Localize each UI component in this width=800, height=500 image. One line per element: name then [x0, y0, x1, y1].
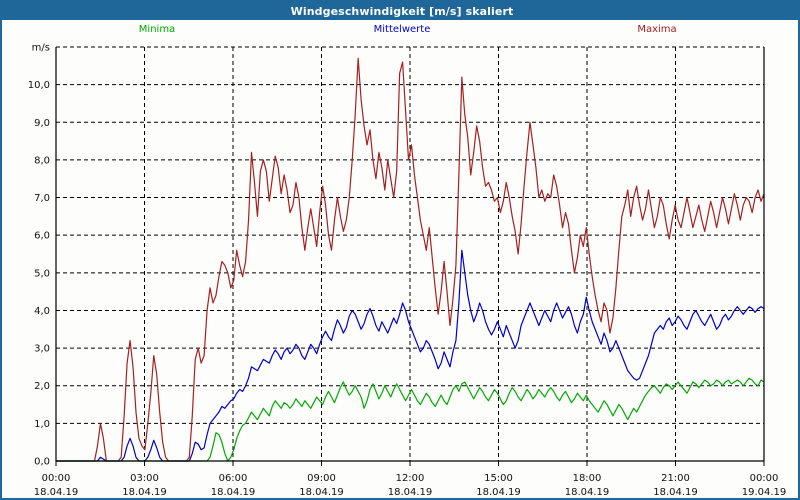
x-tick-time-label: 12:00: [396, 473, 425, 484]
legend-item-mittelwerte: Mittelwerte: [373, 24, 431, 35]
x-tick-date-label: 18.04.19: [299, 487, 344, 498]
window-titlebar: Windgeschwindigkeit [m/s] skaliert: [2, 2, 798, 20]
axis-frame: [55, 47, 765, 466]
x-tick-time-label: 03:00: [130, 473, 159, 484]
x-tick-time-label: 18:00: [573, 473, 602, 484]
y-tick-label: 5,0: [34, 268, 50, 279]
window-title: Windgeschwindigkeit [m/s] skaliert: [290, 4, 514, 18]
y-tick-label: 10,0: [28, 80, 50, 91]
y-tick-label: 7,0: [34, 193, 50, 204]
x-tick-date-label: 18.04.19: [565, 487, 610, 498]
x-tick-time-label: 00:00: [750, 473, 779, 484]
grid-lines: [56, 46, 764, 461]
x-tick-date-label: 18.04.19: [653, 487, 698, 498]
y-tick-label: 0,0: [34, 457, 50, 468]
x-tick-time-label: 06:00: [219, 473, 248, 484]
x-tick-date-label: 18.04.19: [211, 487, 256, 498]
y-tick-label: 2,0: [34, 381, 50, 392]
x-tick-date-label: 18.04.19: [34, 487, 79, 498]
x-tick-time-label: 09:00: [307, 473, 336, 484]
x-tick-date-label: 18.04.19: [388, 487, 433, 498]
x-tick-date-label: 19.04.19: [742, 487, 787, 498]
y-axis-labels: 0,0 1,0 2,0 3,0 4,0 5,0 6,0 7,0 8,0 9,0 10,0 m/s: [28, 43, 50, 468]
y-axis-unit-label: m/s: [32, 43, 50, 54]
chart-legend: Minima Mittelwerte Maxima: [2, 24, 798, 38]
x-axis-labels: 00:00 18.04.19 03:00 18.04.19 06:00 18.04.19 0…: [34, 473, 787, 498]
y-tick-label: 9,0: [34, 118, 50, 129]
x-tick-date-label: 18.04.19: [476, 487, 521, 498]
y-tick-label: 3,0: [34, 344, 50, 355]
x-tick-time-label: 00:00: [42, 473, 71, 484]
x-tick-time-label: 21:00: [661, 473, 690, 484]
x-tick-date-label: 18.04.19: [122, 487, 167, 498]
y-tick-label: 4,0: [34, 306, 50, 317]
y-tick-label: 1,0: [34, 419, 50, 430]
x-tick-time-label: 15:00: [484, 473, 513, 484]
legend-item-maxima: Maxima: [637, 24, 677, 35]
legend-item-minima: Minima: [138, 24, 176, 35]
y-tick-label: 6,0: [34, 231, 50, 242]
y-tick-label: 8,0: [34, 155, 50, 166]
